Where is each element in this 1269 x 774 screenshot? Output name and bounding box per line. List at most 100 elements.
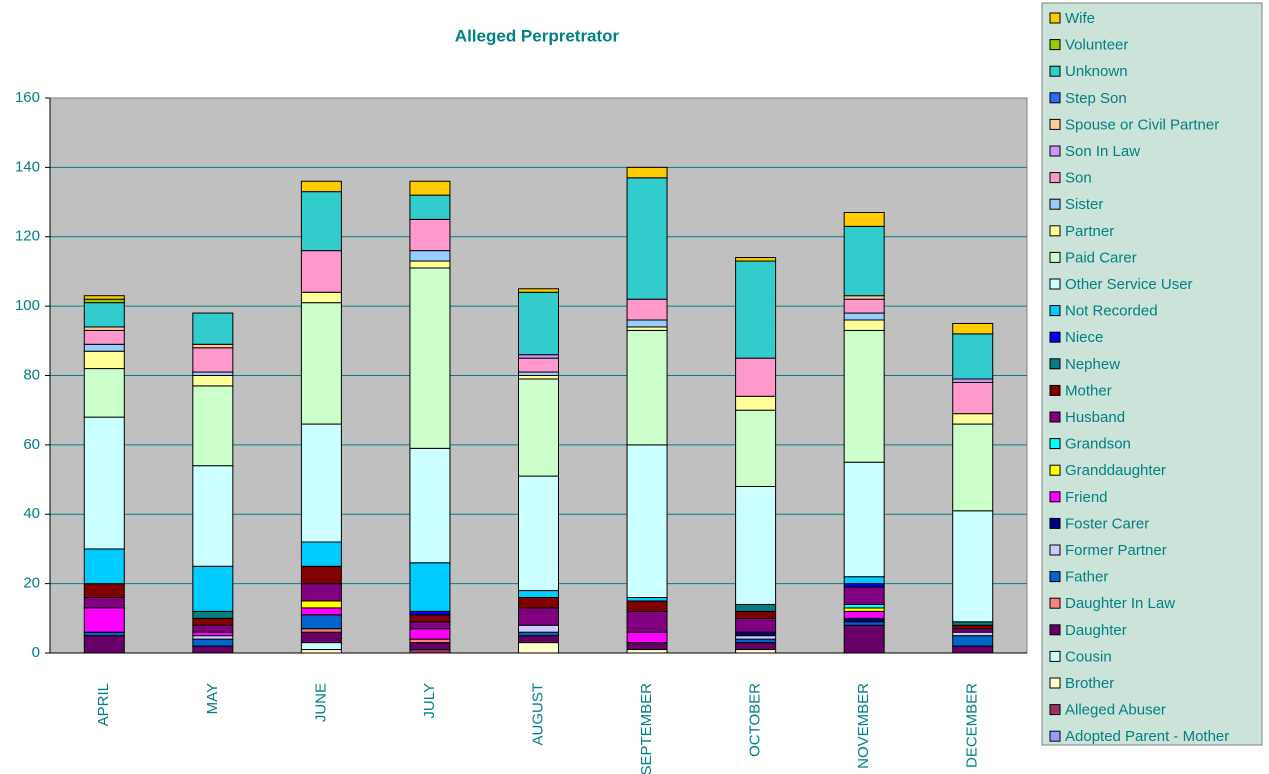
legend-label: Former Partner xyxy=(1065,542,1167,559)
bar-segment xyxy=(300,642,342,651)
legend-swatch xyxy=(1049,145,1061,157)
bar-segment xyxy=(952,645,994,654)
bar-segment xyxy=(409,649,451,654)
bar-segment xyxy=(626,600,668,612)
bar-segment xyxy=(192,565,234,612)
bar-segment xyxy=(83,302,125,328)
bar-segment xyxy=(300,631,342,644)
bar-segment xyxy=(952,621,994,626)
legend-label: Wife xyxy=(1065,10,1095,27)
legend-swatch xyxy=(1049,730,1061,742)
bar-segment xyxy=(735,649,777,654)
bar-segment xyxy=(843,295,885,300)
y-tick-label: 140 xyxy=(15,158,40,175)
legend-swatch xyxy=(1049,65,1061,77)
bar-segment xyxy=(626,177,668,300)
y-tick-label: 100 xyxy=(15,297,40,314)
bar-segment xyxy=(735,638,777,644)
legend-swatch xyxy=(1049,92,1061,104)
bar-segment xyxy=(518,378,559,477)
bar-segment xyxy=(518,631,559,637)
legend-swatch xyxy=(1049,305,1061,317)
bar-segment xyxy=(952,333,994,380)
bar-segment xyxy=(409,260,451,269)
legend-swatch xyxy=(1049,464,1061,476)
x-tick-label: OCTOBER xyxy=(747,683,764,757)
bar-segment xyxy=(952,413,994,425)
x-tick-label: APRIL xyxy=(95,683,112,726)
bar-segment xyxy=(409,642,451,651)
bar-segment xyxy=(735,610,777,619)
bar-segment xyxy=(300,541,342,567)
bar-segment xyxy=(300,302,342,425)
bar-segment xyxy=(626,597,668,602)
chart-title: Alleged Perpretrator xyxy=(455,26,620,45)
y-tick-label: 80 xyxy=(23,366,40,383)
bar-segment xyxy=(518,291,559,356)
legend-swatch xyxy=(1049,677,1061,689)
legend-label: Nephew xyxy=(1065,356,1120,373)
bar-segment xyxy=(83,343,125,352)
bar-segment xyxy=(192,343,234,349)
bar-segment xyxy=(192,347,234,373)
x-tick-label: MAY xyxy=(204,683,221,714)
bar-segment xyxy=(192,371,234,376)
bar-segment xyxy=(626,319,668,328)
bar-segment xyxy=(409,621,451,630)
legend-label: Other Service User xyxy=(1065,276,1193,293)
legend-swatch xyxy=(1049,251,1061,263)
legend-swatch xyxy=(1049,358,1061,370)
bar-segment xyxy=(952,624,994,630)
bar-segment xyxy=(409,194,451,220)
y-tick-label: 60 xyxy=(23,436,40,453)
legend-label: Grandson xyxy=(1065,436,1131,453)
bar-segment xyxy=(843,621,885,626)
bar-segment xyxy=(843,607,885,612)
legend xyxy=(1041,2,1263,746)
legend-swatch xyxy=(1049,118,1061,130)
legend-label: Husband xyxy=(1065,409,1125,426)
bar-segment xyxy=(626,649,668,654)
x-tick-label: DECEMBER xyxy=(964,683,981,768)
bar-segment xyxy=(518,375,559,380)
bar-segment xyxy=(83,548,125,585)
bar-segment xyxy=(843,225,885,297)
bar-segment xyxy=(192,645,234,654)
legend-swatch xyxy=(1049,438,1061,450)
legend-label: Unknown xyxy=(1065,63,1128,80)
bar-segment xyxy=(626,610,668,633)
bar-segment xyxy=(409,610,451,616)
bar-segment xyxy=(735,257,777,262)
legend-label: Son xyxy=(1065,170,1092,187)
legend-label: Not Recorded xyxy=(1065,303,1158,320)
bar-segment xyxy=(300,180,342,193)
bar-segment xyxy=(409,562,451,612)
bar-segment xyxy=(626,642,668,651)
bar-segment xyxy=(735,486,777,605)
bar-segment xyxy=(843,624,885,654)
legend-label: Volunteer xyxy=(1065,37,1128,54)
legend-label: Step Son xyxy=(1065,90,1127,107)
bar-segment xyxy=(843,312,885,321)
legend-swatch xyxy=(1049,12,1061,24)
bar-segment xyxy=(300,565,342,585)
bar-segment xyxy=(409,638,451,644)
bar-segment xyxy=(735,603,777,612)
bar-segment xyxy=(300,607,342,616)
bar-segment xyxy=(626,298,668,321)
bar-segment xyxy=(83,329,125,345)
bar-segment xyxy=(952,378,994,383)
bar-segment xyxy=(192,375,234,387)
y-tick-label: 120 xyxy=(15,228,40,245)
bar-segment xyxy=(735,635,777,640)
legend-label: Foster Carer xyxy=(1065,515,1149,532)
bar-segment xyxy=(518,624,559,633)
y-tick-label: 20 xyxy=(23,575,40,592)
bar-segment xyxy=(843,329,885,463)
bar-segment xyxy=(83,326,125,331)
bar-segment xyxy=(843,610,885,619)
bar-segment xyxy=(300,250,342,293)
legend-swatch xyxy=(1049,278,1061,290)
bar-segment xyxy=(83,368,125,418)
